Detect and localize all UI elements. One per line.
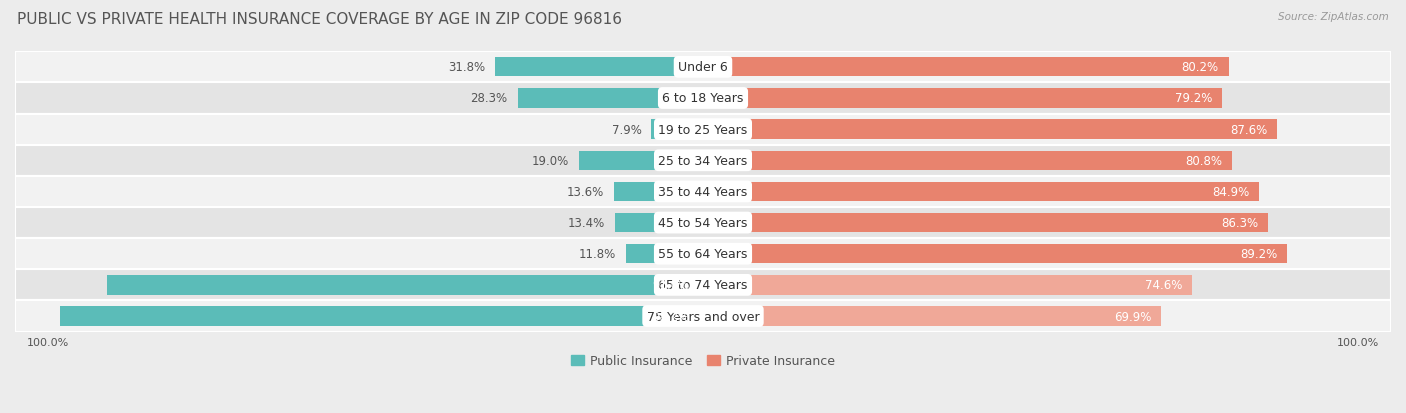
Text: 69.9%: 69.9% (1114, 310, 1152, 323)
Bar (626, 244, 703, 264)
Bar (578, 151, 703, 171)
Text: 45 to 54 Years: 45 to 54 Years (658, 216, 748, 230)
Text: 11.8%: 11.8% (579, 248, 616, 261)
Text: Source: ZipAtlas.com: Source: ZipAtlas.com (1278, 12, 1389, 22)
Bar (15, 145, 1391, 176)
Bar (703, 214, 1268, 233)
Bar (651, 120, 703, 140)
Bar (517, 89, 703, 108)
Bar (107, 275, 703, 295)
Bar (703, 89, 1222, 108)
Text: 86.3%: 86.3% (1222, 216, 1258, 230)
Text: 28.3%: 28.3% (471, 92, 508, 105)
Bar (15, 114, 1391, 145)
Bar (15, 301, 1391, 332)
Bar (495, 58, 703, 77)
Text: 25 to 34 Years: 25 to 34 Years (658, 154, 748, 167)
Bar (703, 275, 1192, 295)
Text: 13.4%: 13.4% (568, 216, 606, 230)
Text: 74.6%: 74.6% (1144, 279, 1182, 292)
Text: 65 to 74 Years: 65 to 74 Years (658, 279, 748, 292)
Bar (15, 83, 1391, 114)
Bar (703, 120, 1277, 140)
Text: 7.9%: 7.9% (612, 123, 641, 136)
Text: 84.9%: 84.9% (1212, 185, 1250, 198)
Text: 87.6%: 87.6% (1230, 123, 1267, 136)
Bar (616, 214, 703, 233)
Text: 13.6%: 13.6% (567, 185, 605, 198)
Text: 75 Years and over: 75 Years and over (647, 310, 759, 323)
Bar (703, 182, 1260, 202)
Bar (703, 151, 1233, 171)
Bar (15, 270, 1391, 301)
Text: 35 to 44 Years: 35 to 44 Years (658, 185, 748, 198)
Text: 19.0%: 19.0% (531, 154, 568, 167)
Text: 80.2%: 80.2% (1181, 61, 1219, 74)
Text: 80.8%: 80.8% (1185, 154, 1223, 167)
Bar (703, 244, 1288, 264)
Bar (703, 58, 1229, 77)
Bar (15, 52, 1391, 83)
Text: 19 to 25 Years: 19 to 25 Years (658, 123, 748, 136)
Text: 6 to 18 Years: 6 to 18 Years (662, 92, 744, 105)
Bar (59, 306, 703, 326)
Bar (614, 182, 703, 202)
Text: 89.2%: 89.2% (1240, 248, 1278, 261)
Text: 79.2%: 79.2% (1175, 92, 1212, 105)
Text: PUBLIC VS PRIVATE HEALTH INSURANCE COVERAGE BY AGE IN ZIP CODE 96816: PUBLIC VS PRIVATE HEALTH INSURANCE COVER… (17, 12, 621, 27)
Legend: Public Insurance, Private Insurance: Public Insurance, Private Insurance (571, 354, 835, 368)
Text: 91.0%: 91.0% (652, 279, 690, 292)
Text: 55 to 64 Years: 55 to 64 Years (658, 248, 748, 261)
Text: 98.2%: 98.2% (652, 310, 690, 323)
Text: Under 6: Under 6 (678, 61, 728, 74)
Bar (15, 239, 1391, 270)
Bar (15, 207, 1391, 239)
Bar (703, 306, 1161, 326)
Bar (15, 176, 1391, 207)
Text: 31.8%: 31.8% (447, 61, 485, 74)
